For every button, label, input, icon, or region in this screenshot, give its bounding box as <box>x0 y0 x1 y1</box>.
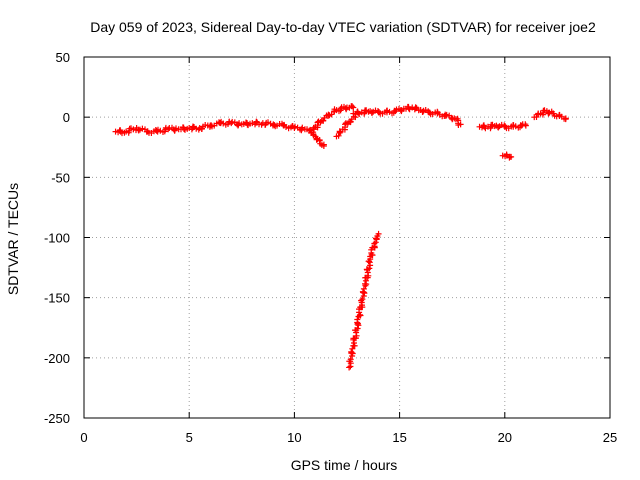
data-point <box>508 153 515 160</box>
series-rising-arc <box>333 113 359 140</box>
data-point <box>123 128 130 135</box>
data-point-cluster <box>393 105 405 115</box>
data-point-cluster <box>229 118 243 129</box>
series-end-arc <box>531 107 569 123</box>
y-tick-label: -250 <box>44 411 70 426</box>
data-point-cluster <box>335 128 344 139</box>
data-point-cluster <box>292 123 306 134</box>
data-point-cluster <box>506 153 513 161</box>
data-point <box>320 143 327 150</box>
data-point-cluster <box>178 124 191 133</box>
y-tick-label: 0 <box>63 110 70 125</box>
data-point-cluster <box>502 151 510 160</box>
grid <box>84 57 610 418</box>
data-point <box>522 122 529 129</box>
data-point <box>228 120 235 127</box>
data-point-cluster <box>166 124 179 134</box>
data-point-cluster <box>346 342 357 370</box>
series-crossing-arcs <box>308 103 357 136</box>
x-tick-label: 25 <box>603 430 617 445</box>
data-point-cluster <box>310 124 317 136</box>
y-tick-label: 50 <box>56 50 70 65</box>
x-tick-label: 5 <box>186 430 193 445</box>
data-point-cluster <box>519 121 529 128</box>
chart-title: Day 059 of 2023, Sidereal Day-to-day VTE… <box>90 19 596 35</box>
data-point-cluster <box>539 107 548 118</box>
data-point-cluster <box>306 126 314 134</box>
plot-frame <box>83 56 611 419</box>
x-tick-label: 15 <box>392 430 406 445</box>
data-point-cluster <box>252 118 265 128</box>
y-tick-label: -50 <box>51 170 70 185</box>
data-point-cluster <box>479 122 489 132</box>
y-tick-label: -100 <box>44 231 70 246</box>
y-tick-label: -200 <box>44 351 70 366</box>
data-point-cluster <box>372 233 381 246</box>
y-axis: -250 -200 -150 -100 -50 0 50 <box>44 50 610 426</box>
data-point <box>457 121 464 128</box>
data-point-cluster <box>115 127 128 137</box>
data-point-cluster <box>358 280 370 304</box>
data-point <box>165 126 172 133</box>
data-point <box>562 115 569 122</box>
x-tick-label: 0 <box>80 430 87 445</box>
data-point-cluster <box>354 302 366 327</box>
series-late-track <box>476 121 529 132</box>
data-point-cluster <box>341 120 351 133</box>
data-point-cluster <box>314 118 324 131</box>
data-point-cluster <box>313 135 321 143</box>
data-point-cluster <box>362 258 374 281</box>
x-axis: 0 5 10 15 20 25 <box>80 57 617 445</box>
data-point-cluster <box>545 108 555 117</box>
y-axis-title: SDTVAR / TECUs <box>5 183 21 295</box>
data-point <box>375 230 382 237</box>
data-point-cluster <box>419 107 432 115</box>
data-point-cluster <box>338 103 350 113</box>
data-point-cluster <box>452 115 462 128</box>
data-point <box>350 104 357 111</box>
data-point-cluster <box>350 322 362 349</box>
x-axis-title: GPS time / hours <box>291 457 398 473</box>
data-point-cluster <box>240 119 253 129</box>
data-point-cluster <box>346 103 356 111</box>
x-tick-label: 10 <box>287 430 301 445</box>
data-point-cluster <box>352 108 363 117</box>
y-tick-label: -150 <box>44 291 70 306</box>
series-isolated-segment <box>499 151 515 161</box>
series-steep-spike <box>346 230 382 371</box>
series-mid-track <box>350 103 464 128</box>
data-point-cluster <box>367 243 378 260</box>
series-main-track <box>112 118 308 137</box>
x-tick-label: 20 <box>498 430 512 445</box>
data-point-cluster <box>403 103 413 113</box>
data-point <box>346 364 353 371</box>
data-points <box>112 103 569 371</box>
